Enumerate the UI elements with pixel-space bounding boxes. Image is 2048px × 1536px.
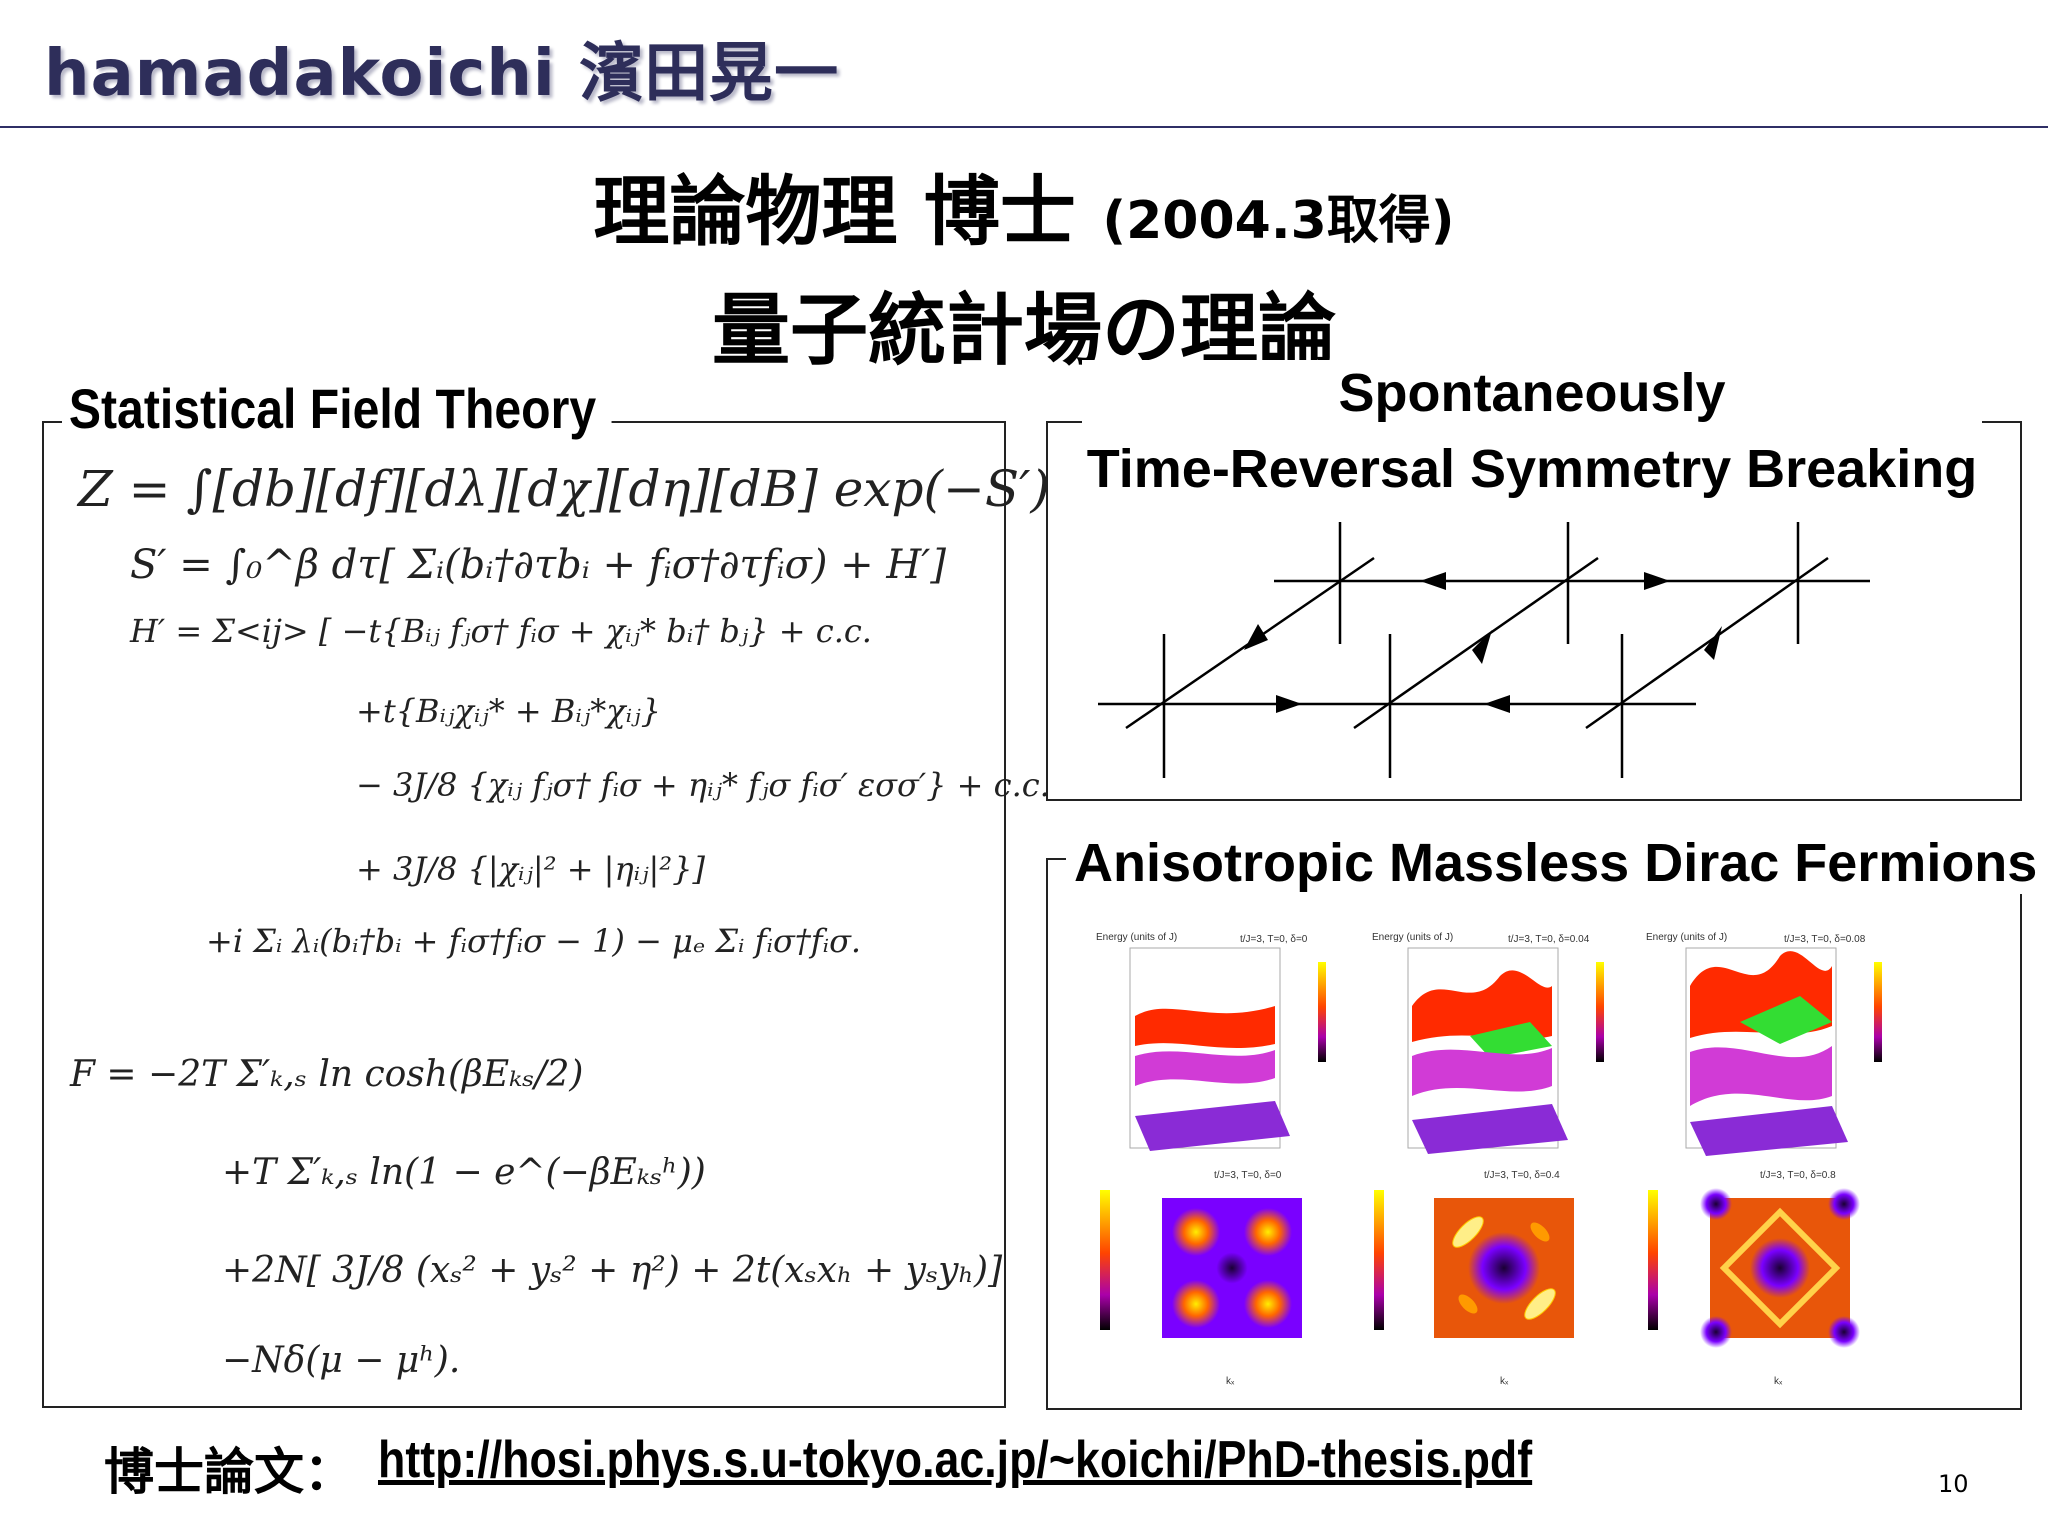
thesis-label: 博士論文： [104, 1443, 354, 1501]
equation-hamiltonian-line3: − 3J/8 {χᵢⱼ fⱼσ† fᵢσ + ηᵢⱼ* fⱼσ fᵢσ′ εσσ… [356, 766, 1050, 804]
plot3d-3-ylabel: Energy (units of J) [1646, 932, 1728, 943]
flux-arrow-right [1276, 695, 1302, 713]
contour-1-xlabel: kₓ [1226, 1376, 1235, 1387]
title-note: (2004.3取得) [1102, 191, 1455, 251]
lattice-flux-diagram [1098, 522, 1870, 778]
lattice-bond [1585, 556, 1829, 730]
band-plot-3 [1685, 947, 1882, 1156]
equation-hamiltonian-line4: + 3J/8 {|χᵢⱼ|² + |ηᵢⱼ|²}] [356, 850, 705, 888]
contour-plot-2 [1374, 1190, 1574, 1338]
equation-free-energy-line3: +2N[ 3J/8 (xₛ² + yₛ² + η²) + 2t(xₛxₕ + y… [222, 1250, 1003, 1291]
equations-panel [42, 421, 1006, 1408]
flux-arrow-up [1704, 626, 1722, 660]
symmetry-panel-title-line2: Time-Reversal Symmetry Breaking [1086, 439, 1978, 499]
equation-hamiltonian-line2: +t{Bᵢⱼχᵢⱼ* + Bᵢⱼ*χᵢⱼ} [356, 692, 661, 730]
equation-free-energy-line4: −Nδ(μ − μʰ). [222, 1340, 461, 1381]
thesis-link[interactable]: http://hosi.phys.s.u-tokyo.ac.jp/~koichi… [378, 1431, 1533, 1489]
title-main: 理論物理 博士 [593, 167, 1076, 256]
flux-arrow-up [1472, 630, 1492, 664]
plot3d-1-caption: t/J=3, T=0, δ=0 [1240, 934, 1308, 945]
plot3d-1-ylabel: Energy (units of J) [1096, 932, 1178, 943]
equation-hamiltonian: H′ = Σ<ij> [ −t{Bᵢⱼ fⱼσ† fᵢσ + χᵢⱼ* bᵢ† … [130, 612, 872, 650]
equations-panel-title: Statistical Field Theory [62, 376, 612, 441]
contour-plots [1100, 1188, 1860, 1348]
page-number: 10 [1938, 1470, 1969, 1498]
contour-plot-1 [1100, 1190, 1302, 1338]
equation-free-energy-line2: +T Σ′ₖ,ₛ ln(1 − e^(−βEₖₛʰ)) [222, 1152, 706, 1193]
contour-1-caption: t/J=3, T=0, δ=0 [1214, 1170, 1282, 1181]
lattice-bond [1353, 556, 1599, 730]
plot3d-2-caption: t/J=3, T=0, δ=0.04 [1508, 934, 1590, 945]
header-rule [0, 126, 2048, 128]
contour-plot-3 [1648, 1188, 1860, 1348]
band-plot-1 [1129, 947, 1326, 1151]
flux-arrow-left [1484, 695, 1510, 713]
dirac-fermion-panel-title: Anisotropic Massless Dirac Fermions [1066, 832, 2046, 894]
plot3d-2-ylabel: Energy (units of J) [1372, 932, 1454, 943]
slide-title: 理論物理 博士 (2004.3取得) [0, 150, 2048, 260]
equation-partition-function: Z = ∫[db][df][dλ][dχ][dη][dB] exp(−S′) [78, 460, 1050, 518]
flux-arrow-left [1420, 572, 1446, 590]
flux-arrow-down [1244, 624, 1268, 650]
symmetry-panel-title-line1: Spontaneously [1338, 363, 1726, 423]
contour-3-caption: t/J=3, T=0, δ=0.8 [1760, 1170, 1836, 1181]
contour-2-caption: t/J=3, T=0, δ=0.4 [1484, 1170, 1560, 1181]
band-plot-2 [1407, 947, 1604, 1154]
header-name: hamadakoichi 濱田晃一 [44, 37, 840, 111]
contour-3-xlabel: kₓ [1774, 1376, 1783, 1387]
contour-2-xlabel: kₓ [1500, 1376, 1509, 1387]
band-structure-plots [1129, 947, 1882, 1156]
equation-action: S′ = ∫₀^β dτ[ Σᵢ(bᵢ†∂τbᵢ + fᵢσ†∂τfᵢσ) + … [130, 542, 946, 588]
plot3d-3-caption: t/J=3, T=0, δ=0.08 [1784, 934, 1866, 945]
equation-hamiltonian-line5: +i Σᵢ λᵢ(bᵢ†bᵢ + fᵢσ†fᵢσ − 1) − μₑ Σᵢ fᵢ… [206, 922, 862, 960]
flux-arrow-right [1644, 572, 1670, 590]
equation-free-energy: F = −2T Σ′ₖ,ₛ ln cosh(βEₖₛ/2) [70, 1054, 584, 1095]
